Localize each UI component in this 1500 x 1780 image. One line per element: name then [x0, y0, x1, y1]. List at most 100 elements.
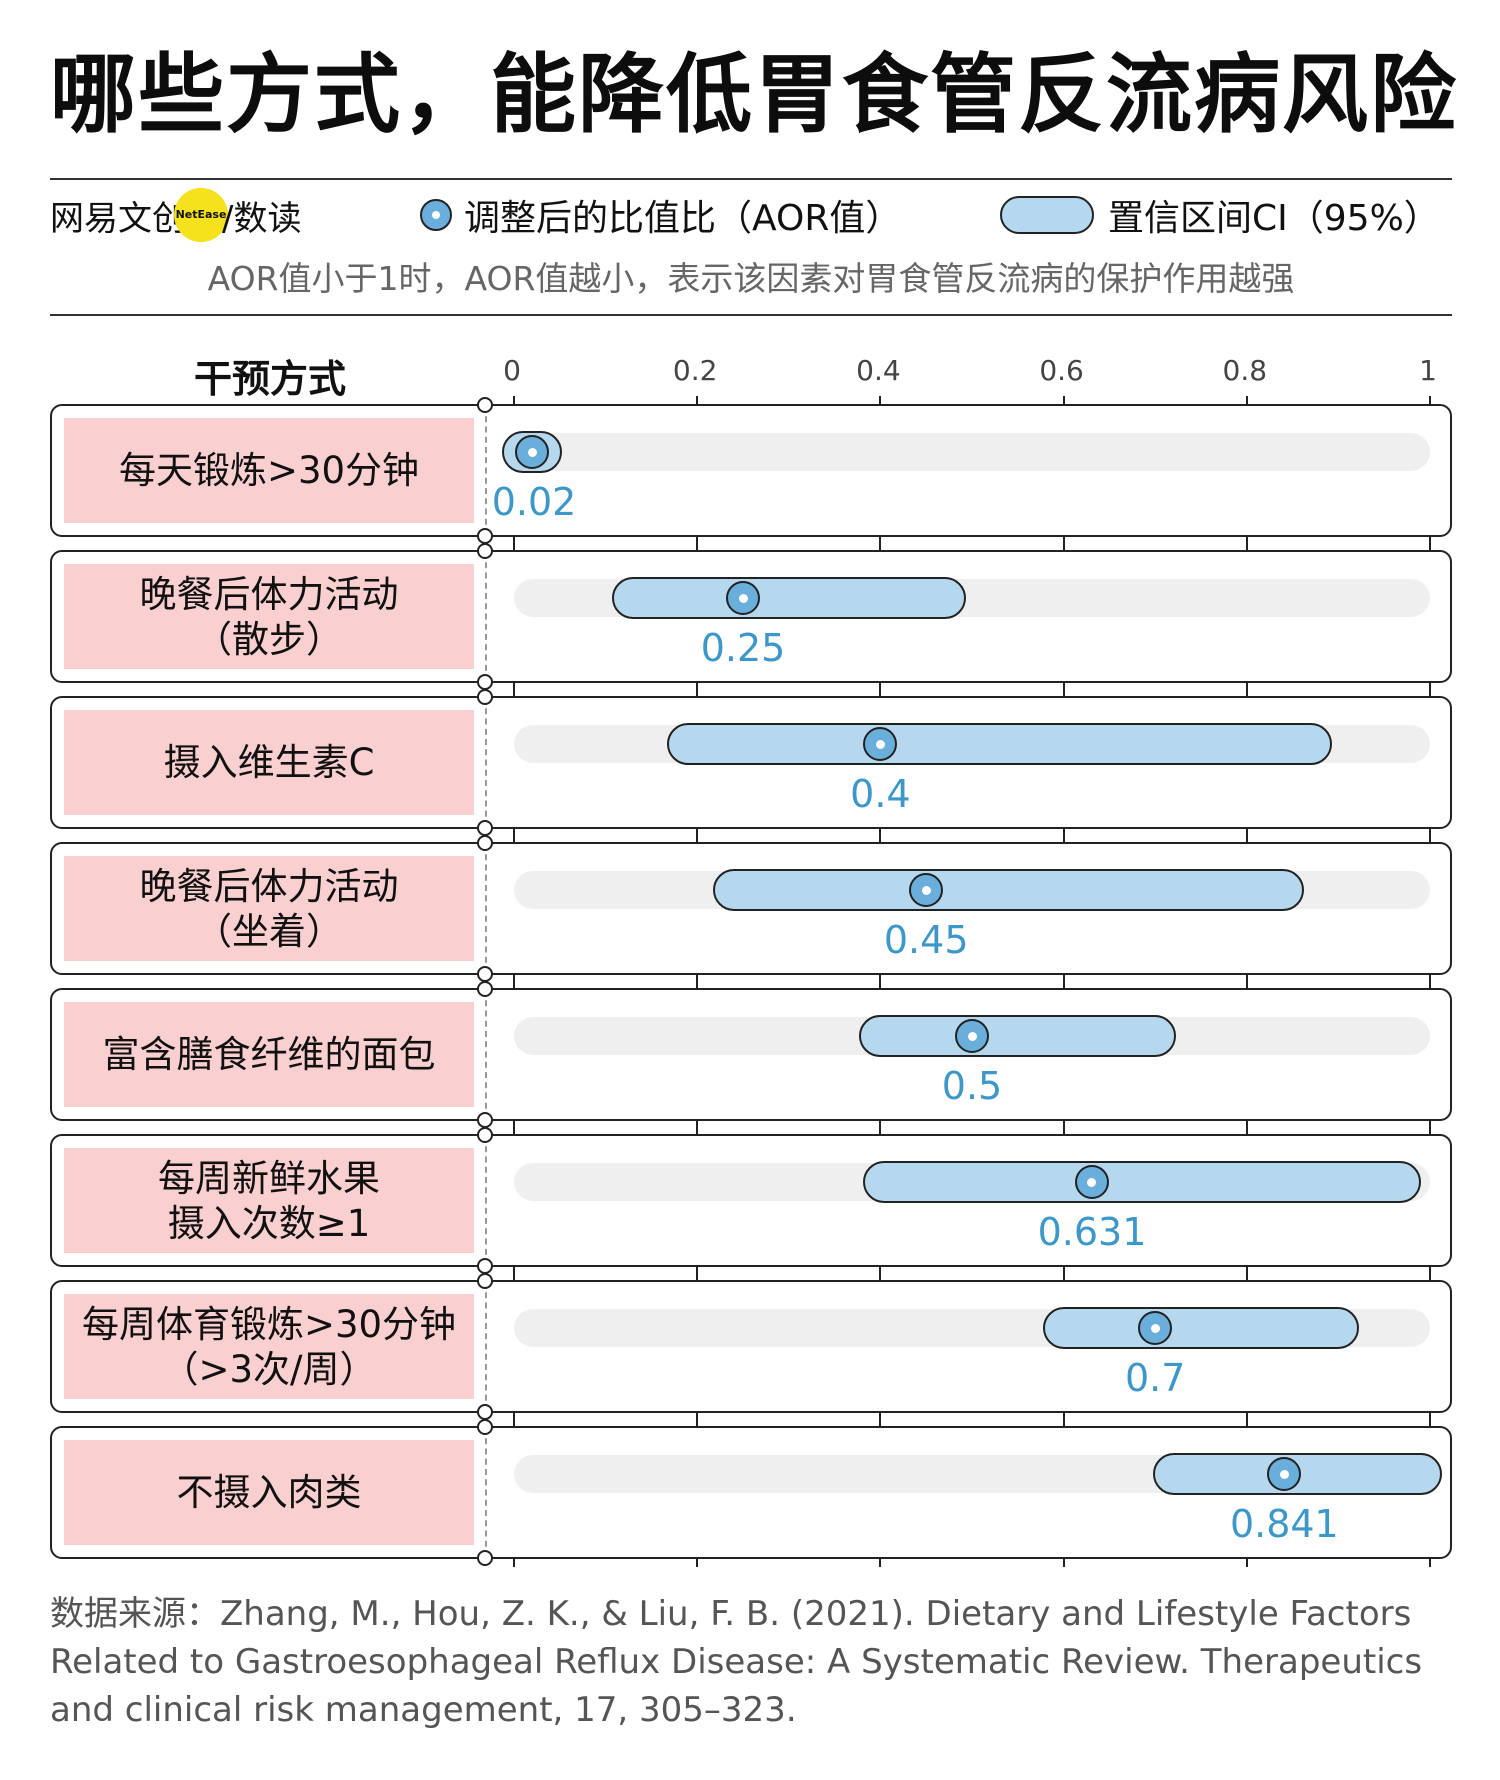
x-tick-mark	[1245, 1413, 1248, 1421]
x-tick-mark	[1429, 1413, 1431, 1421]
aor-value-label: 0.4	[850, 772, 911, 816]
chart-title: 哪些方式，能降低胃食管反流病风险	[50, 45, 1458, 145]
x-tick-mark	[513, 1559, 515, 1567]
x-tick-mark	[1062, 1121, 1065, 1129]
row-label: 摄入维生素C	[64, 710, 474, 815]
aor-value-label: 0.5	[941, 1064, 1003, 1108]
row-notch	[477, 981, 493, 997]
ci-bar	[667, 723, 1332, 765]
x-tick-label: 0.8	[1222, 354, 1268, 387]
x-tick-label: 0.2	[672, 354, 718, 387]
x-tick-mark	[879, 829, 882, 837]
row-separator	[485, 844, 487, 973]
category-header: 干预方式	[193, 357, 346, 401]
x-tick-mark	[513, 688, 515, 696]
x-tick-mark	[1245, 396, 1248, 404]
x-tick-mark	[879, 1559, 882, 1567]
row-notch	[477, 1419, 493, 1435]
forest-row: 晚餐后体力活动 （坐着） 0.45	[50, 834, 1452, 983]
row-separator	[485, 990, 487, 1119]
x-tick-mark	[879, 396, 882, 404]
x-tick-mark	[1062, 980, 1065, 988]
x-tick-mark	[1062, 683, 1065, 691]
row-label: 每周体育锻炼>30分钟 （>3次/周）	[64, 1294, 474, 1399]
x-tick-mark	[879, 688, 882, 696]
x-tick-mark	[696, 1267, 699, 1275]
x-tick-mark	[696, 975, 699, 983]
brand-name: 网易文创	[50, 198, 186, 239]
x-tick-mark	[513, 975, 515, 983]
x-tick-mark	[879, 1272, 882, 1280]
x-tick-mark	[1429, 1272, 1431, 1280]
x-tick-mark	[1429, 1267, 1431, 1275]
x-tick-mark	[696, 688, 699, 696]
aor-value-label: 0.841	[1229, 1502, 1339, 1546]
x-tick-mark	[1062, 396, 1065, 404]
x-tick-mark	[879, 537, 882, 545]
x-tick-mark	[696, 683, 699, 691]
x-tick-mark	[1429, 975, 1431, 983]
x-tick-label: 0.6	[1039, 354, 1084, 387]
row-notch	[477, 1404, 493, 1420]
x-tick-mark	[879, 683, 882, 691]
x-tick-mark	[696, 980, 699, 988]
x-tick-mark	[696, 537, 699, 545]
row-label: 不摄入肉类	[64, 1440, 474, 1545]
x-tick-mark	[1245, 980, 1248, 988]
x-tick-mark	[696, 1272, 699, 1280]
x-tick-mark	[1429, 688, 1431, 696]
x-tick-mark	[513, 537, 515, 545]
x-tick-mark	[1245, 975, 1248, 983]
x-tick-mark	[696, 1413, 699, 1421]
ci-bar	[863, 1161, 1421, 1203]
row-notch	[477, 397, 493, 413]
ci-bar	[712, 869, 1305, 911]
aor-point	[955, 1019, 989, 1053]
x-tick-mark	[879, 834, 882, 842]
brand-suffix: /数读	[222, 198, 302, 239]
row-separator	[485, 1428, 487, 1557]
ci-bar	[612, 577, 966, 619]
x-tick-mark	[513, 1121, 515, 1129]
x-tick-mark	[1245, 1126, 1248, 1134]
forest-row: 每周新鲜水果 摄入次数≥1 0.631	[50, 1126, 1452, 1275]
aor-value-label: 0.631	[1037, 1210, 1147, 1254]
x-tick-mark	[696, 1126, 699, 1134]
x-tick-mark	[1062, 1272, 1065, 1280]
aor-point	[1267, 1457, 1302, 1491]
x-tick-mark	[1429, 1559, 1431, 1567]
forest-row: 不摄入肉类 0.841	[50, 1418, 1452, 1567]
x-tick-mark	[1429, 396, 1431, 404]
x-tick-mark	[879, 1413, 882, 1421]
row-notch	[477, 820, 493, 836]
x-tick-mark	[513, 1272, 515, 1280]
x-tick-mark	[879, 975, 882, 983]
x-tick-mark	[1245, 1121, 1248, 1129]
x-tick-mark	[1245, 1272, 1248, 1280]
x-tick-mark	[1245, 834, 1248, 842]
aor-value-label: 0.25	[700, 626, 786, 670]
legend-ci-label: 置信区间CI（95%）	[1108, 198, 1440, 239]
x-tick-mark	[1062, 829, 1065, 837]
row-label: 富含膳食纤维的面包	[64, 1002, 474, 1107]
aor-point	[909, 873, 944, 907]
x-tick-mark	[1245, 683, 1248, 691]
x-tick-mark	[696, 1418, 699, 1426]
x-tick-mark	[1429, 980, 1431, 988]
aor-value-label: 0.7	[1124, 1356, 1186, 1400]
aor-value-label: 0.02	[491, 480, 577, 524]
x-tick-mark	[1245, 542, 1248, 550]
x-tick-mark	[1062, 688, 1065, 696]
forest-row: 摄入维生素C 0.4	[50, 688, 1452, 837]
legend-ci: 置信区间CI（95%）	[1000, 190, 1440, 240]
x-tick-mark	[1429, 1121, 1431, 1129]
x-tick-mark	[696, 1559, 699, 1567]
row-notch	[477, 1127, 493, 1143]
x-tick-mark	[879, 542, 882, 550]
x-tick-mark	[1245, 688, 1248, 696]
x-tick-mark	[1429, 542, 1431, 550]
x-tick-mark	[1429, 1126, 1431, 1134]
chart-subtitle: AOR值小于1时，AOR值越小，表示该因素对胃食管反流病的保护作用越强	[207, 259, 1295, 298]
x-tick-label: 0	[503, 354, 521, 387]
x-tick-mark	[1062, 975, 1065, 983]
